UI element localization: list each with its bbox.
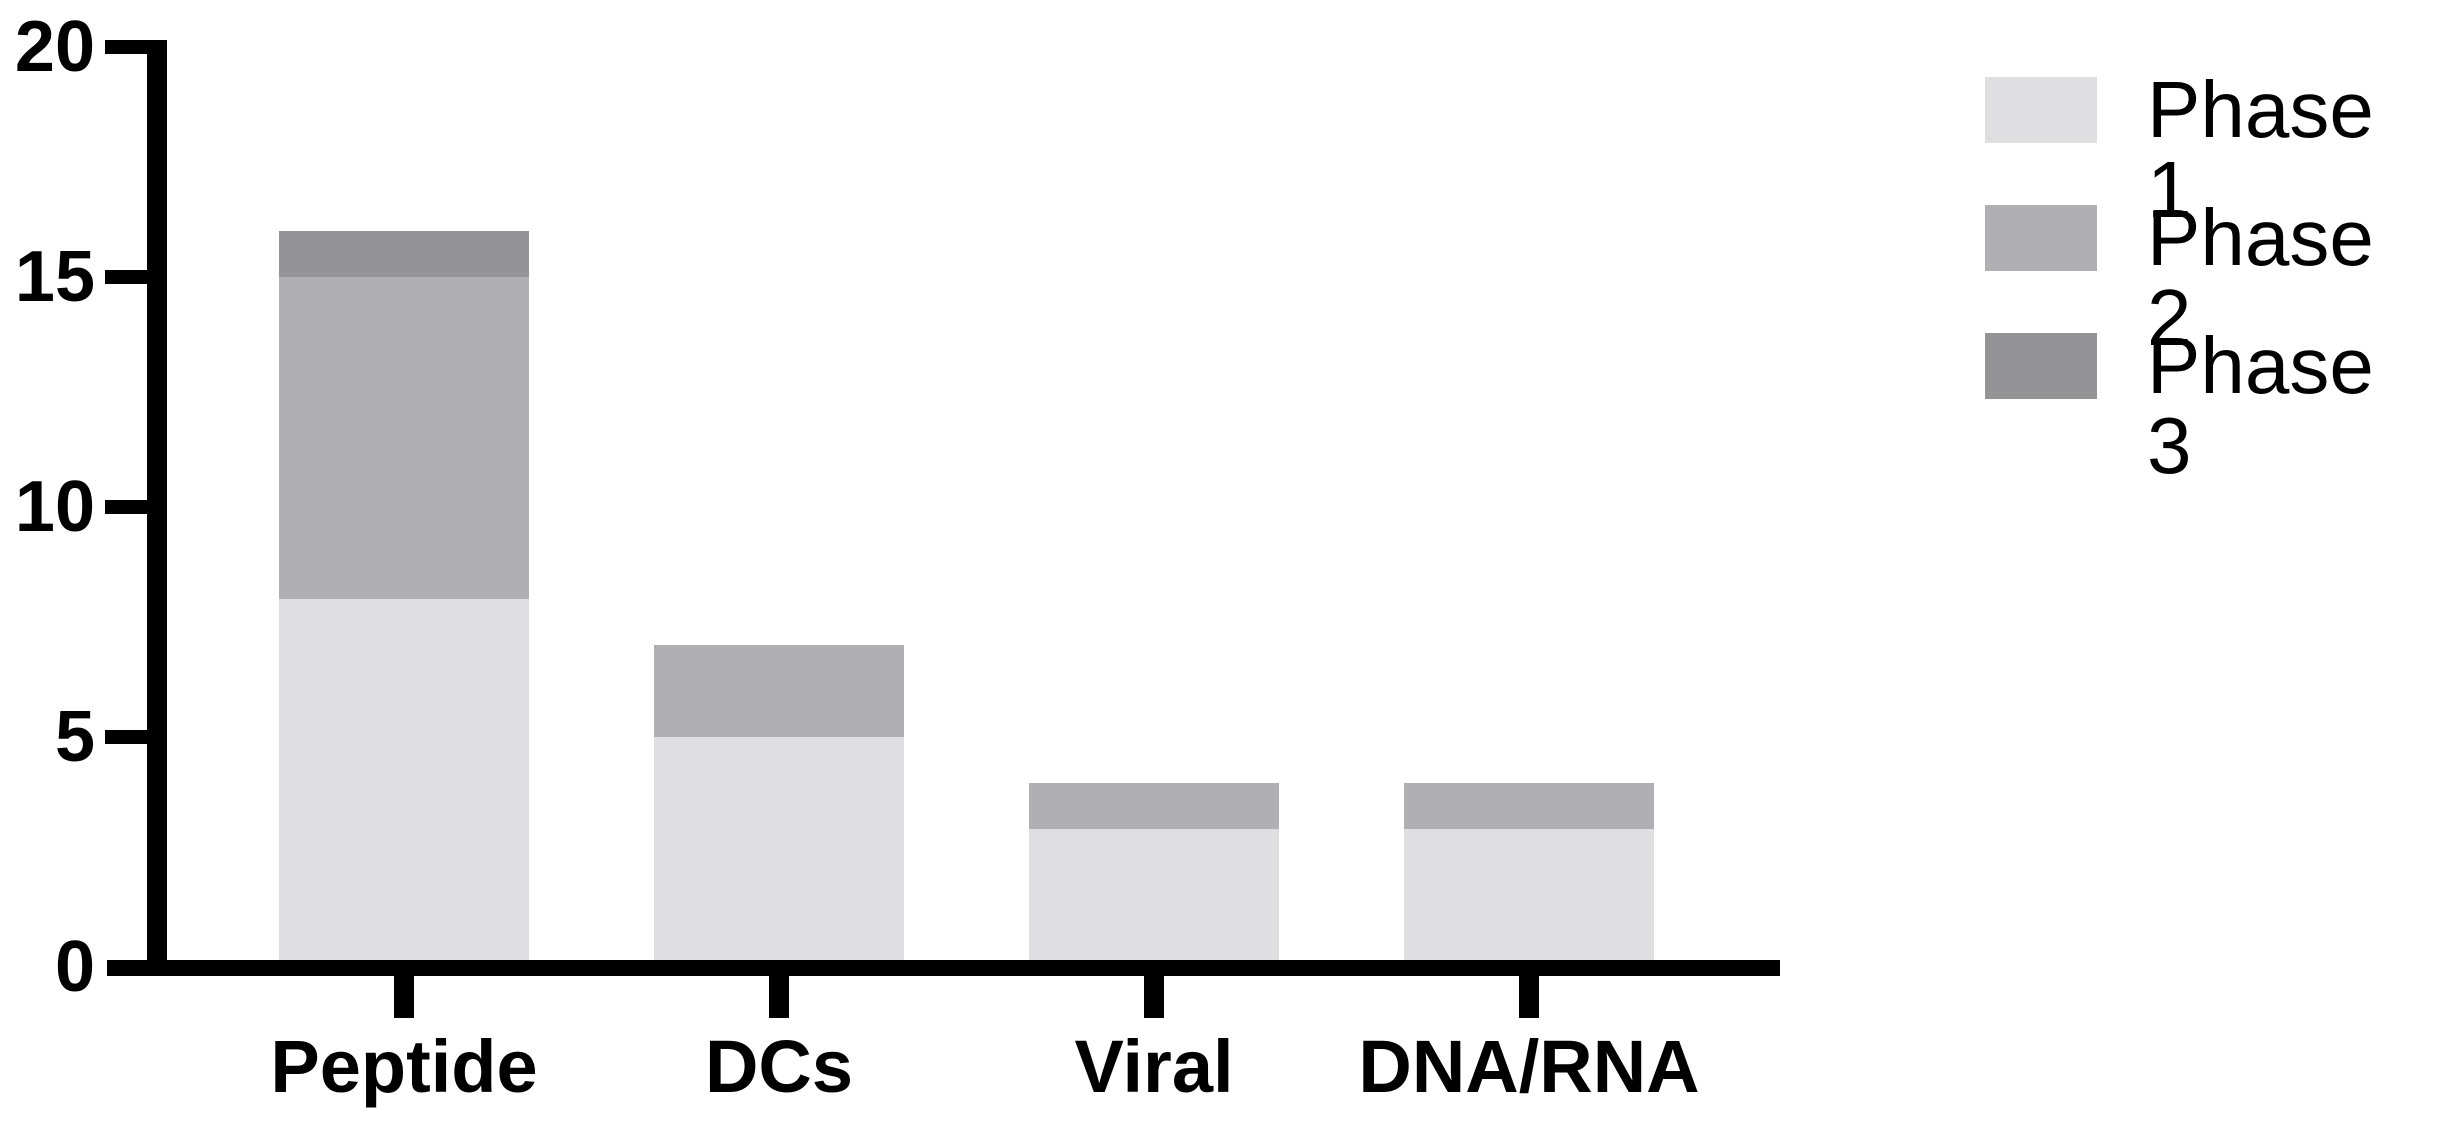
- bar-segment-dcs-phase-1: [654, 737, 904, 967]
- x-category-label: DNA/RNA: [1358, 1025, 1700, 1108]
- x-category-label: Peptide: [270, 1025, 538, 1108]
- y-tick-mark: [105, 500, 147, 514]
- bar-segment-viral-phase-1: [1029, 829, 1279, 967]
- y-tick-label: 0: [54, 927, 95, 1007]
- legend-swatch-phase-1: [1985, 77, 2097, 143]
- y-tick-mark: [105, 40, 147, 54]
- bar-segment-dna-rna-phase-2: [1404, 783, 1654, 829]
- y-tick-label: 20: [14, 7, 95, 87]
- x-category-label: Viral: [1074, 1025, 1234, 1108]
- legend-swatch-phase-2: [1985, 205, 2097, 271]
- y-tick-label: 15: [14, 237, 95, 317]
- x-tick-mark: [1144, 976, 1164, 1018]
- legend-swatch-phase-3: [1985, 333, 2097, 399]
- y-tick-label: 10: [14, 467, 95, 547]
- bar-segment-viral-phase-2: [1029, 783, 1279, 829]
- y-tick-mark: [105, 730, 147, 744]
- y-axis-spine: [147, 40, 167, 976]
- x-tick-mark: [1519, 976, 1539, 1018]
- legend-label-phase-1: Phase 1: [2147, 65, 2374, 234]
- x-tick-mark: [394, 976, 414, 1018]
- x-tick-mark: [769, 976, 789, 1018]
- bar-segment-peptide-phase-3: [279, 231, 529, 277]
- y-tick-mark: [105, 270, 147, 284]
- y-tick-label: 5: [54, 697, 95, 777]
- bar-segment-dcs-phase-2: [654, 645, 904, 737]
- legend-label-phase-2: Phase 2: [2147, 193, 2374, 362]
- bar-segment-peptide-phase-1: [279, 599, 529, 967]
- legend-label-phase-3: Phase 3: [2147, 321, 2374, 490]
- x-axis-line: [107, 960, 1780, 976]
- bar-segment-peptide-phase-2: [279, 277, 529, 599]
- bar-segment-dna-rna-phase-1: [1404, 829, 1654, 967]
- x-category-label: DCs: [704, 1025, 854, 1108]
